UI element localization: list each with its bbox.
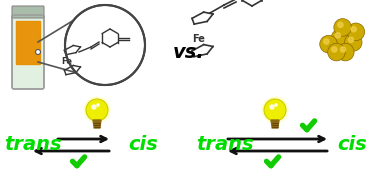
Text: vs.: vs.	[173, 43, 205, 61]
Circle shape	[331, 29, 349, 47]
Circle shape	[344, 34, 362, 51]
Text: Fe: Fe	[62, 57, 73, 66]
Circle shape	[320, 35, 337, 53]
Circle shape	[332, 47, 337, 52]
Text: Fe: Fe	[192, 34, 204, 44]
Circle shape	[97, 104, 99, 106]
Circle shape	[328, 43, 345, 61]
Circle shape	[336, 43, 354, 61]
Text: trans: trans	[4, 135, 62, 155]
Bar	[16, 21, 40, 64]
Polygon shape	[271, 120, 279, 128]
Circle shape	[324, 39, 329, 44]
Circle shape	[335, 33, 341, 38]
Circle shape	[36, 49, 40, 54]
Circle shape	[351, 26, 356, 32]
FancyBboxPatch shape	[12, 6, 44, 18]
Circle shape	[334, 19, 352, 36]
Circle shape	[262, 97, 288, 123]
Circle shape	[270, 105, 274, 109]
Text: cis: cis	[128, 135, 158, 155]
Circle shape	[349, 37, 354, 42]
Polygon shape	[93, 120, 101, 128]
Circle shape	[341, 47, 346, 52]
Circle shape	[264, 99, 286, 121]
Circle shape	[86, 99, 108, 121]
FancyBboxPatch shape	[12, 15, 44, 89]
Circle shape	[347, 23, 365, 41]
Circle shape	[65, 5, 145, 85]
Circle shape	[275, 104, 277, 106]
Circle shape	[92, 105, 96, 109]
Text: trans: trans	[196, 135, 254, 155]
Text: cis: cis	[337, 135, 367, 155]
Circle shape	[84, 97, 110, 123]
Circle shape	[338, 22, 343, 27]
